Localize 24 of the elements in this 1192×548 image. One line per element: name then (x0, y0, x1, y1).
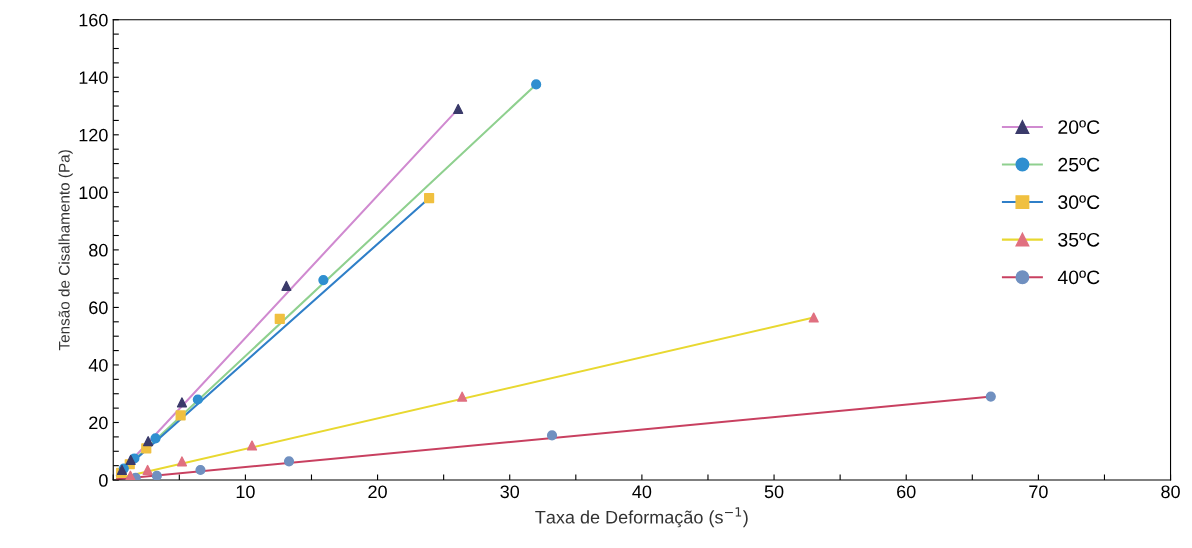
x-tick-label: 80 (1161, 485, 1180, 499)
x-tick-label: 70 (1029, 485, 1048, 499)
y-tick-label: 140 (79, 71, 108, 84)
y-tick-label: 80 (89, 243, 108, 257)
y-axis-title: Tensão de Cisalhamento (Pa) (58, 150, 73, 351)
x-tick-label: 30 (500, 485, 520, 499)
x-tick-label: 20 (368, 485, 387, 499)
y-tick-label: 20 (89, 416, 108, 430)
y-tick-label: 40 (88, 358, 108, 372)
y-tick-label: 100 (79, 186, 108, 200)
legend-label: 25ºC (1058, 157, 1100, 172)
y-tick-label: 60 (89, 301, 108, 315)
y-tick-label: 120 (79, 128, 108, 142)
x-tick-label: 60 (897, 485, 916, 499)
y-tick-label: 160 (79, 13, 108, 27)
legend-label: 20ºC (1058, 120, 1100, 134)
legend-label: 40ºC (1057, 270, 1100, 285)
x-tick-label: 50 (764, 485, 784, 499)
x-axis-title: Taxa de Deformação (s$^{−1}$) (535, 507, 748, 528)
legend-label: 35ºC (1058, 232, 1100, 247)
y-tick-label: 0 (99, 473, 108, 487)
legend-label: 30ºC (1058, 195, 1100, 210)
x-tick-label: 40 (632, 485, 652, 499)
x-tick-label: 10 (236, 485, 255, 499)
